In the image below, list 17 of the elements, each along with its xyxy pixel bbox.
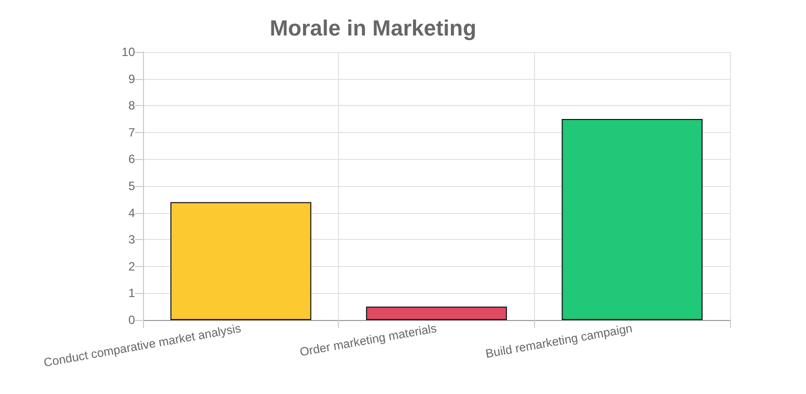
- y-tick-label: 4: [128, 206, 136, 220]
- bar: [170, 202, 312, 320]
- y-tick-label: 5: [128, 179, 136, 193]
- y-tick-label: 9: [128, 72, 136, 86]
- x-tick-label: Build remarketing campaign: [484, 321, 634, 361]
- bar: [562, 119, 703, 320]
- y-tick-label: 7: [128, 125, 136, 140]
- chart-title: Morale in Marketing: [270, 16, 476, 40]
- y-tick-label: 6: [128, 152, 136, 166]
- y-tick-label: 0: [128, 313, 136, 327]
- y-tick-label: 10: [122, 45, 136, 59]
- y-tick-label: 2: [128, 259, 136, 274]
- x-tick-label: Order marketing materials: [298, 321, 438, 360]
- y-tick-label: 8: [128, 98, 136, 113]
- y-tick-label: 1: [128, 286, 136, 300]
- bar: [366, 306, 507, 320]
- y-tick-label: 3: [128, 232, 136, 247]
